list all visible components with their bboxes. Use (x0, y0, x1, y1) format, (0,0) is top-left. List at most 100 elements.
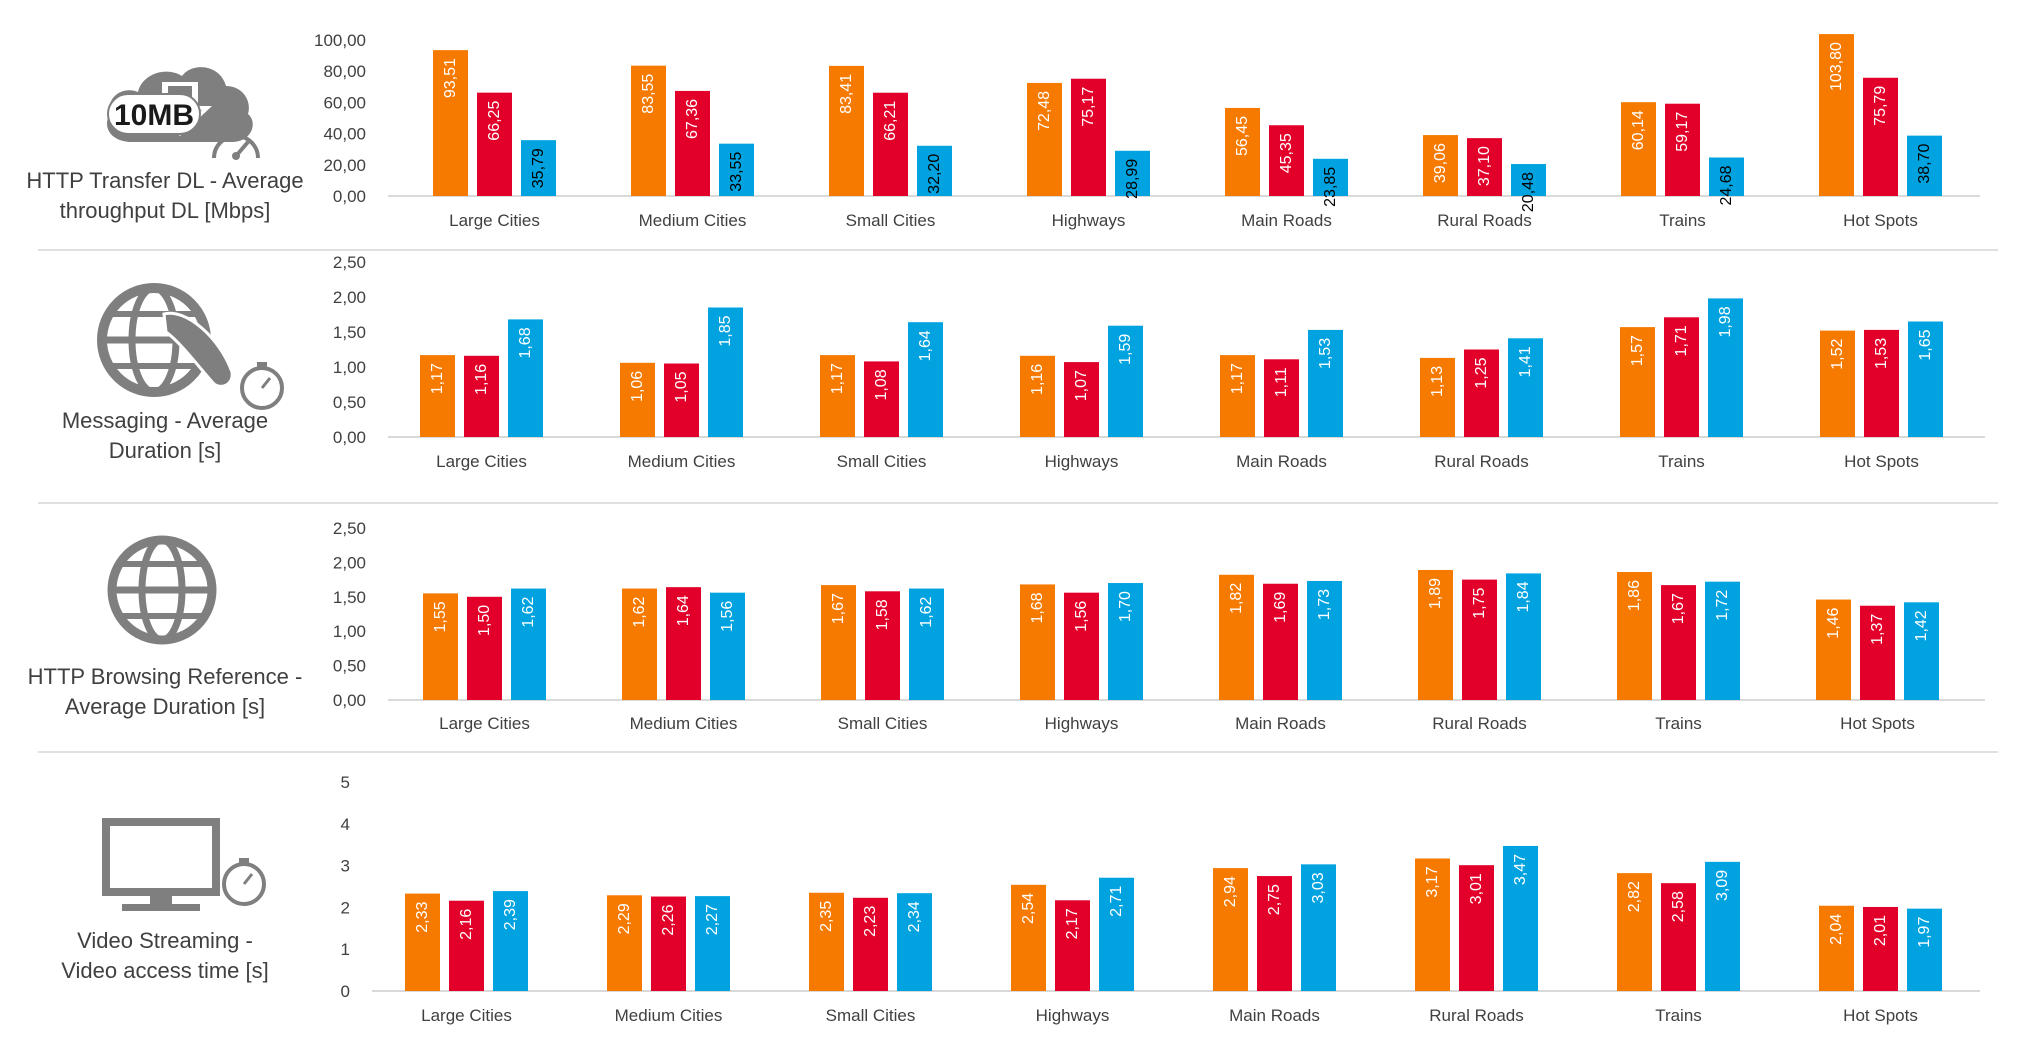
bar-highways-s3 (1108, 325, 1143, 437)
bar-small-cities-s3 (917, 145, 952, 196)
bar-trains-s3 (1705, 581, 1740, 700)
y-tick-label: 1,00 (333, 622, 366, 641)
data-label: 2,94 (1222, 876, 1239, 907)
category-label: Hot Spots (1843, 1006, 1918, 1025)
bar-trains-s2 (1661, 883, 1696, 991)
data-label: 2,75 (1266, 884, 1283, 915)
category-label: Medium Cities (630, 714, 738, 733)
data-label: 1,68 (517, 327, 534, 358)
data-label: 1,59 (1117, 334, 1134, 365)
bar-small-cities-s2 (853, 897, 888, 991)
panel-separator (38, 249, 1998, 251)
data-label: 1,11 (1273, 367, 1290, 397)
category-label: Trains (1655, 714, 1702, 733)
bar-small-cities-s3 (908, 322, 943, 437)
panel-4-label-line-2: Video access time [s] (61, 958, 269, 983)
panel-4-label: Video Streaming - Video access time [s] (20, 926, 310, 986)
category-label: Main Roads (1236, 452, 1327, 471)
data-label: 1,06 (629, 371, 646, 402)
bar-rural-roads-s1 (1420, 357, 1455, 437)
bar-large-cities-s1 (433, 50, 468, 196)
data-label: 23,85 (1322, 167, 1339, 207)
bar-highways-s2 (1064, 592, 1099, 700)
category-label: Rural Roads (1429, 1006, 1524, 1025)
bar-main-roads-s3 (1308, 329, 1343, 437)
data-label: 1,72 (1714, 590, 1731, 621)
bar-medium-cities-s2 (675, 90, 710, 196)
category-label: Rural Roads (1434, 452, 1529, 471)
y-tick-label: 0,00 (333, 428, 366, 447)
category-label: Trains (1658, 452, 1705, 471)
y-tick-label: 2,00 (333, 553, 366, 572)
data-label: 1,68 (1029, 592, 1046, 623)
data-label: 1,65 (1917, 329, 1934, 360)
bar-highways-s1 (1011, 884, 1046, 991)
data-label: 1,62 (631, 596, 648, 627)
panel-4-label-line-1: Video Streaming - (77, 928, 253, 953)
bar-hot-spots-s3 (1907, 135, 1942, 196)
bar-rural-roads-s2 (1464, 349, 1499, 437)
data-label: 2,17 (1064, 908, 1081, 939)
data-label: 1,17 (429, 363, 446, 394)
bar-small-cities-s1 (821, 585, 856, 700)
bar-main-roads-s3 (1307, 580, 1342, 700)
category-label: Medium Cities (615, 1006, 723, 1025)
data-label: 1,08 (873, 369, 890, 400)
bar-medium-cities-s3 (695, 896, 730, 991)
data-label: 35,79 (530, 148, 547, 188)
data-label: 2,23 (862, 906, 879, 937)
data-label: 37,10 (1476, 146, 1493, 186)
bar-main-roads-s1 (1213, 868, 1248, 991)
bar-medium-cities-s3 (708, 307, 743, 437)
panel-separator (38, 751, 1998, 753)
bar-main-roads-s1 (1220, 355, 1255, 437)
bar-hot-spots-s1 (1820, 330, 1855, 437)
category-label: Highways (1036, 1006, 1110, 1025)
bar-large-cities-s2 (467, 596, 502, 700)
data-label: 2,26 (660, 904, 677, 935)
data-label: 66,25 (486, 101, 503, 141)
data-label: 2,39 (502, 899, 519, 930)
data-label: 1,41 (1517, 346, 1534, 377)
data-label: 1,85 (717, 315, 734, 346)
data-label: 3,47 (1512, 854, 1529, 885)
bar-medium-cities-s1 (607, 895, 642, 991)
y-tick-label: 4 (341, 815, 350, 834)
bar-small-cities-s3 (909, 588, 944, 700)
data-label: 60,14 (1630, 110, 1647, 150)
data-label: 1,07 (1073, 370, 1090, 401)
y-tick-label: 1 (341, 940, 350, 959)
data-label: 1,64 (917, 330, 934, 361)
data-label: 93,51 (442, 58, 459, 98)
y-tick-label: 0,00 (333, 691, 366, 710)
data-label: 1,73 (1316, 589, 1333, 620)
bar-medium-cities-s3 (719, 143, 754, 196)
monitor-stopwatch-icon (102, 818, 266, 911)
bar-main-roads-s2 (1269, 125, 1304, 196)
bar-main-roads-s2 (1257, 876, 1292, 991)
data-label: 3,09 (1714, 870, 1731, 901)
bar-highways-s2 (1071, 78, 1106, 196)
y-tick-label: 100,00 (314, 31, 366, 50)
category-label: Highways (1052, 211, 1126, 230)
bar-medium-cities-s1 (622, 588, 657, 700)
bar-large-cities-s2 (464, 355, 499, 437)
data-label: 2,35 (818, 901, 835, 932)
data-label: 1,46 (1825, 607, 1842, 638)
bar-trains-s1 (1617, 873, 1652, 991)
globe-phone-stopwatch-icon (97, 283, 284, 410)
data-label: 20,48 (1520, 172, 1537, 212)
y-tick-label: 0 (341, 982, 350, 1001)
data-label: 1,75 (1471, 587, 1488, 618)
data-label: 1,53 (1873, 338, 1890, 369)
y-tick-label: 20,00 (323, 156, 366, 175)
y-tick-label: 0,50 (333, 393, 366, 412)
bar-large-cities-s2 (477, 92, 512, 196)
data-label: 2,54 (1020, 893, 1037, 924)
data-label: 2,29 (616, 903, 633, 934)
y-tick-label: 80,00 (323, 62, 366, 81)
data-label: 72,48 (1036, 91, 1053, 131)
data-label: 1,69 (1272, 592, 1289, 623)
category-label: Hot Spots (1843, 211, 1918, 230)
